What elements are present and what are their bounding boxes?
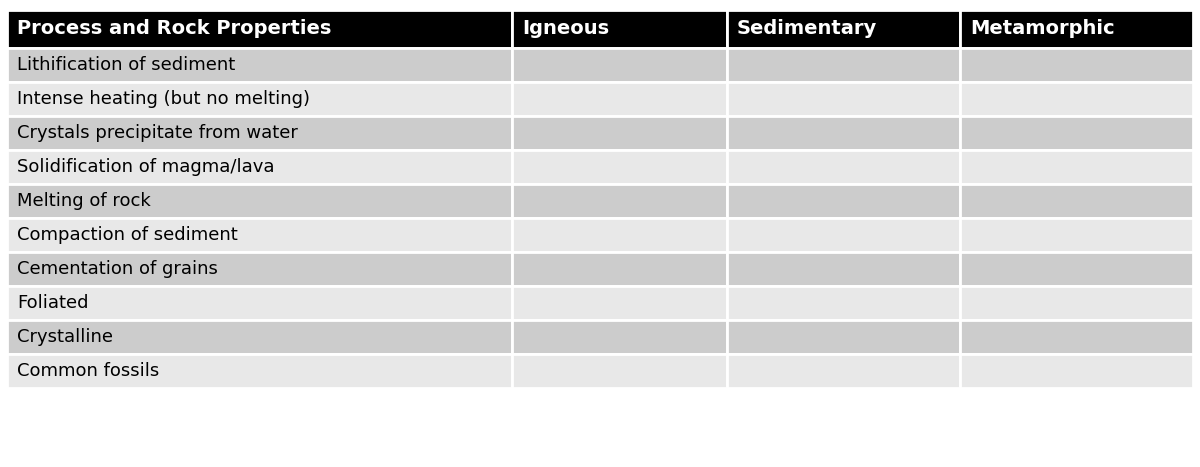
Bar	[960, 10, 1193, 48]
Bar	[960, 252, 1193, 286]
Bar	[512, 116, 727, 150]
Bar	[7, 354, 512, 388]
Bar	[727, 218, 960, 252]
Bar	[7, 252, 512, 286]
Bar	[960, 184, 1193, 218]
Bar	[960, 354, 1193, 388]
Bar	[512, 10, 727, 48]
Bar	[727, 10, 960, 48]
Bar	[727, 252, 960, 286]
Bar	[512, 286, 727, 320]
Bar	[7, 218, 512, 252]
Text: Crystalline: Crystalline	[17, 328, 113, 346]
Bar	[7, 48, 512, 82]
Bar	[512, 320, 727, 354]
Text: Metamorphic: Metamorphic	[970, 20, 1115, 38]
Bar	[727, 48, 960, 82]
Bar	[727, 116, 960, 150]
Text: Solidification of magma/lava: Solidification of magma/lava	[17, 158, 275, 176]
Bar	[512, 82, 727, 116]
Bar	[960, 286, 1193, 320]
Bar	[960, 320, 1193, 354]
Bar	[512, 218, 727, 252]
Text: Sedimentary: Sedimentary	[737, 20, 877, 38]
Text: Common fossils: Common fossils	[17, 362, 160, 380]
Bar	[727, 150, 960, 184]
Text: Cementation of grains: Cementation of grains	[17, 260, 218, 278]
Bar	[7, 116, 512, 150]
Bar	[7, 82, 512, 116]
Bar	[7, 286, 512, 320]
Bar	[512, 252, 727, 286]
Bar	[960, 82, 1193, 116]
Text: Intense heating (but no melting): Intense heating (but no melting)	[17, 90, 310, 108]
Bar	[960, 218, 1193, 252]
Bar	[960, 48, 1193, 82]
Bar	[512, 48, 727, 82]
Text: Melting of rock: Melting of rock	[17, 192, 151, 210]
Bar	[727, 286, 960, 320]
Text: Process and Rock Properties: Process and Rock Properties	[17, 20, 331, 38]
Bar	[512, 184, 727, 218]
Bar	[7, 320, 512, 354]
Bar	[512, 150, 727, 184]
Bar	[727, 320, 960, 354]
Text: Lithification of sediment: Lithification of sediment	[17, 56, 235, 74]
Bar	[727, 82, 960, 116]
Bar	[727, 354, 960, 388]
Bar	[7, 184, 512, 218]
Bar	[960, 150, 1193, 184]
Bar	[960, 116, 1193, 150]
Bar	[7, 150, 512, 184]
Text: Foliated: Foliated	[17, 294, 89, 312]
Bar	[7, 10, 512, 48]
Text: Compaction of sediment: Compaction of sediment	[17, 226, 238, 244]
Text: Igneous: Igneous	[522, 20, 610, 38]
Bar	[727, 184, 960, 218]
Text: Crystals precipitate from water: Crystals precipitate from water	[17, 124, 298, 142]
Bar	[512, 354, 727, 388]
